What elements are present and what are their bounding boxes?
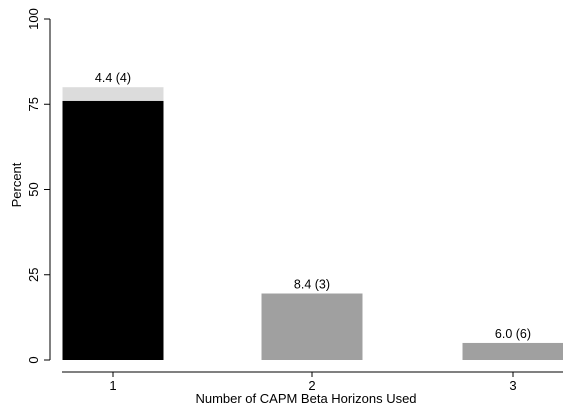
x-axis-title: Number of CAPM Beta Horizons Used xyxy=(195,391,416,406)
x-tick-label: 2 xyxy=(308,378,315,393)
bar-data-label: 8.4 (3) xyxy=(294,278,330,292)
y-tick-label: 50 xyxy=(26,182,41,196)
plot-area: 0 25 50 75 100 4.4 (4) 1 8.4 (3) 2 6.0 (6) 3 xyxy=(26,8,563,393)
y-tick-label: 75 xyxy=(26,97,41,111)
bar-stack-segment xyxy=(62,87,164,101)
y-tick-label: 0 xyxy=(26,356,41,363)
bar-data-label: 6.0 (6) xyxy=(495,327,531,341)
x-tick-label: 3 xyxy=(509,378,516,393)
bar xyxy=(462,342,563,360)
bar xyxy=(62,100,164,360)
x-tick-label: 1 xyxy=(109,378,116,393)
bar-data-label: 4.4 (4) xyxy=(95,71,131,85)
y-tick-label: 100 xyxy=(26,8,41,30)
bar xyxy=(261,293,363,360)
y-axis-title: Percent xyxy=(9,162,24,207)
y-tick-label: 25 xyxy=(26,268,41,282)
